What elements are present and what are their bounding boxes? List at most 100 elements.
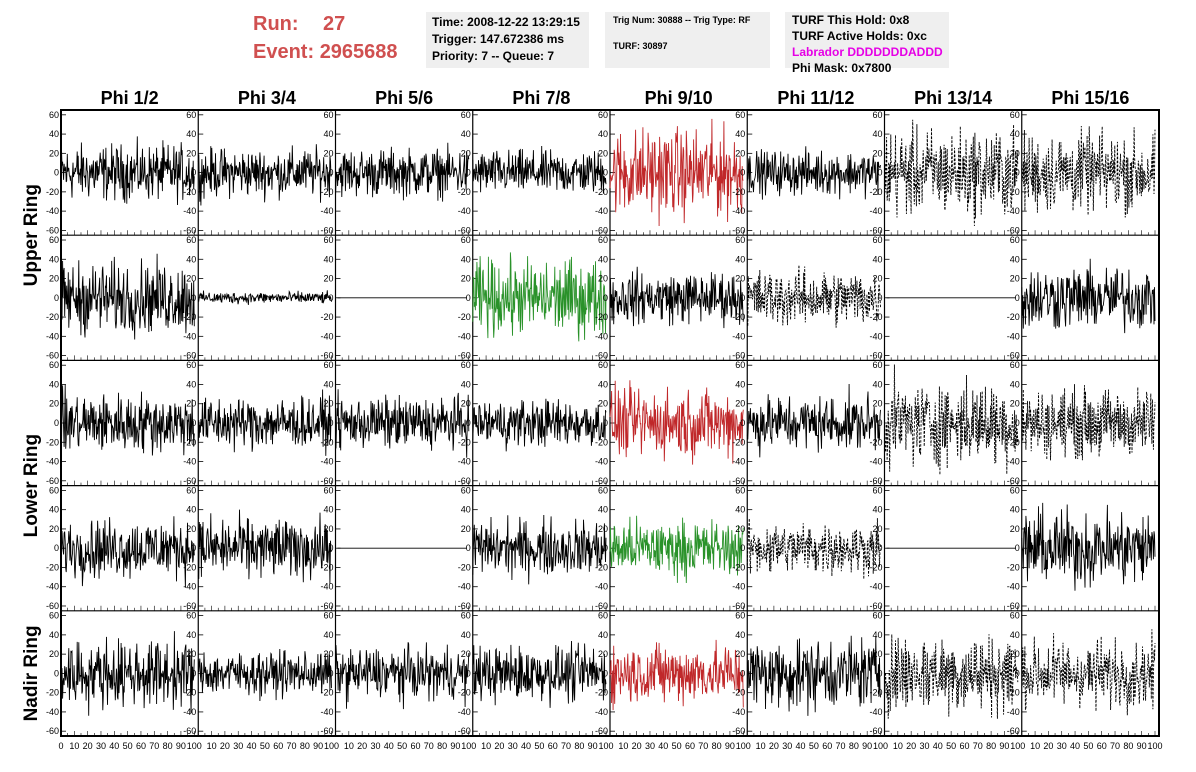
y-tick-label: 0 [603,168,608,178]
x-tick-label: 80 [849,741,859,751]
y-tick-label: 0 [328,168,333,178]
x-tick-label: 60 [548,741,558,751]
y-tick-label: -20 [46,562,59,572]
x-tick-label: 90 [862,741,872,751]
y-tick-label: 0 [328,668,333,678]
y-tick-label: 0 [466,668,471,678]
y-tick-label: -20 [1007,437,1020,447]
y-tick-label: 0 [328,293,333,303]
x-tick-label: 40 [384,741,394,751]
y-tick-label: -40 [732,582,745,592]
y-tick-label: 40 [186,254,196,264]
y-tick-label: 60 [735,485,745,495]
y-tick-label: -20 [1007,312,1020,322]
x-tick-label: 50 [260,741,270,751]
y-tick-label: -40 [1007,206,1020,216]
priority-line: Priority: 7 -- Queue: 7 [432,49,555,63]
x-tick-label: 70 [1110,741,1120,751]
y-tick-label: 0 [877,543,882,553]
turf-hold-line: TURF This Hold: 0x8 [792,13,910,27]
y-tick-label: 0 [603,293,608,303]
y-tick-label: -20 [595,562,608,572]
waveform-trace [197,509,332,585]
y-tick-label: -20 [732,312,745,322]
y-tick-label: -20 [183,688,196,698]
y-tick-label: -20 [320,437,333,447]
y-tick-label: -60 [320,225,333,235]
y-tick-label: 0 [191,668,196,678]
y-tick-label: -40 [458,457,471,467]
y-tick-label: 60 [186,110,196,120]
y-tick-label: -60 [1007,476,1020,486]
y-tick-label: -20 [1007,187,1020,197]
y-tick-label: -40 [320,206,333,216]
waveform-trace [1021,125,1156,218]
x-tick-label: 70 [836,741,846,751]
x-tick-label: 90 [588,741,598,751]
x-tick-label: 70 [424,741,434,751]
y-tick-label: 40 [1010,379,1020,389]
y-tick-label: 60 [461,485,471,495]
x-tick-label: 20 [906,741,916,751]
y-tick-label: 40 [872,254,882,264]
y-tick-label: -60 [732,351,745,361]
y-tick-label: 40 [872,505,882,515]
waveform-trace [472,398,607,452]
x-tick-label: 90 [313,741,323,751]
waveform-trace [746,383,881,458]
y-tick-label: -40 [595,707,608,717]
y-tick-label: -60 [320,351,333,361]
y-tick-label: -20 [183,562,196,572]
y-tick-label: 0 [54,543,59,553]
y-tick-label: -60 [46,225,59,235]
y-tick-label: 0 [877,668,882,678]
y-tick-label: 20 [461,649,471,659]
column-header: Phi 1/2 [101,88,159,108]
x-tick-label: 80 [300,741,310,751]
row-label: Upper Ring [21,184,42,286]
y-tick-label: -40 [183,582,196,592]
y-tick-label: -20 [320,688,333,698]
y-tick-label: 40 [49,254,59,264]
x-tick-label: 50 [534,741,544,751]
x-tick-label: 100 [461,741,476,751]
y-tick-label: -20 [320,562,333,572]
y-tick-label: 20 [1010,524,1020,534]
y-tick-label: 20 [735,649,745,659]
run-info: Run: 27 Event: 2965688 [253,10,398,66]
y-tick-label: 0 [1015,543,1020,553]
y-tick-label: 0 [54,668,59,678]
y-tick-label: -20 [732,688,745,698]
waveform-trace [197,648,332,702]
y-tick-label: -20 [869,562,882,572]
x-tick-label: 70 [973,741,983,751]
x-tick-label: 10 [69,741,79,751]
y-tick-label: 60 [1010,611,1020,621]
waveform-trace [472,640,607,708]
y-tick-label: 40 [598,379,608,389]
y-tick-label: -20 [1007,688,1020,698]
x-tick-label: 30 [645,741,655,751]
x-tick-label: 50 [397,741,407,751]
x-tick-label: 60 [410,741,420,751]
y-tick-label: -20 [869,437,882,447]
y-tick-label: 40 [186,630,196,640]
y-tick-label: 20 [1010,399,1020,409]
y-tick-label: -60 [732,726,745,736]
x-tick-label: 40 [1070,741,1080,751]
x-tick-label: 50 [1083,741,1093,751]
y-tick-label: 20 [598,649,608,659]
x-tick-label: 100 [187,741,202,751]
x-tick-label: 80 [574,741,584,751]
y-tick-label: 60 [872,110,882,120]
y-tick-label: -40 [46,457,59,467]
y-tick-label: -60 [732,601,745,611]
y-tick-label: 60 [872,611,882,621]
trig-line: Trig Num: 30888 -- Trig Type: RF [613,15,751,25]
y-tick-label: -40 [869,331,882,341]
waveform-trace [335,642,470,710]
y-tick-label: 60 [872,235,882,245]
y-tick-label: 20 [49,274,59,284]
y-tick-label: 40 [735,630,745,640]
y-tick-label: -40 [46,582,59,592]
